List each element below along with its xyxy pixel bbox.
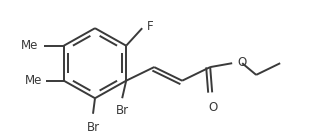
Text: Br: Br (86, 121, 100, 134)
Text: Me: Me (24, 74, 42, 87)
Text: O: O (209, 101, 218, 114)
Text: Me: Me (20, 39, 38, 52)
Text: O: O (237, 56, 246, 69)
Text: F: F (147, 20, 154, 33)
Text: Br: Br (116, 104, 129, 117)
